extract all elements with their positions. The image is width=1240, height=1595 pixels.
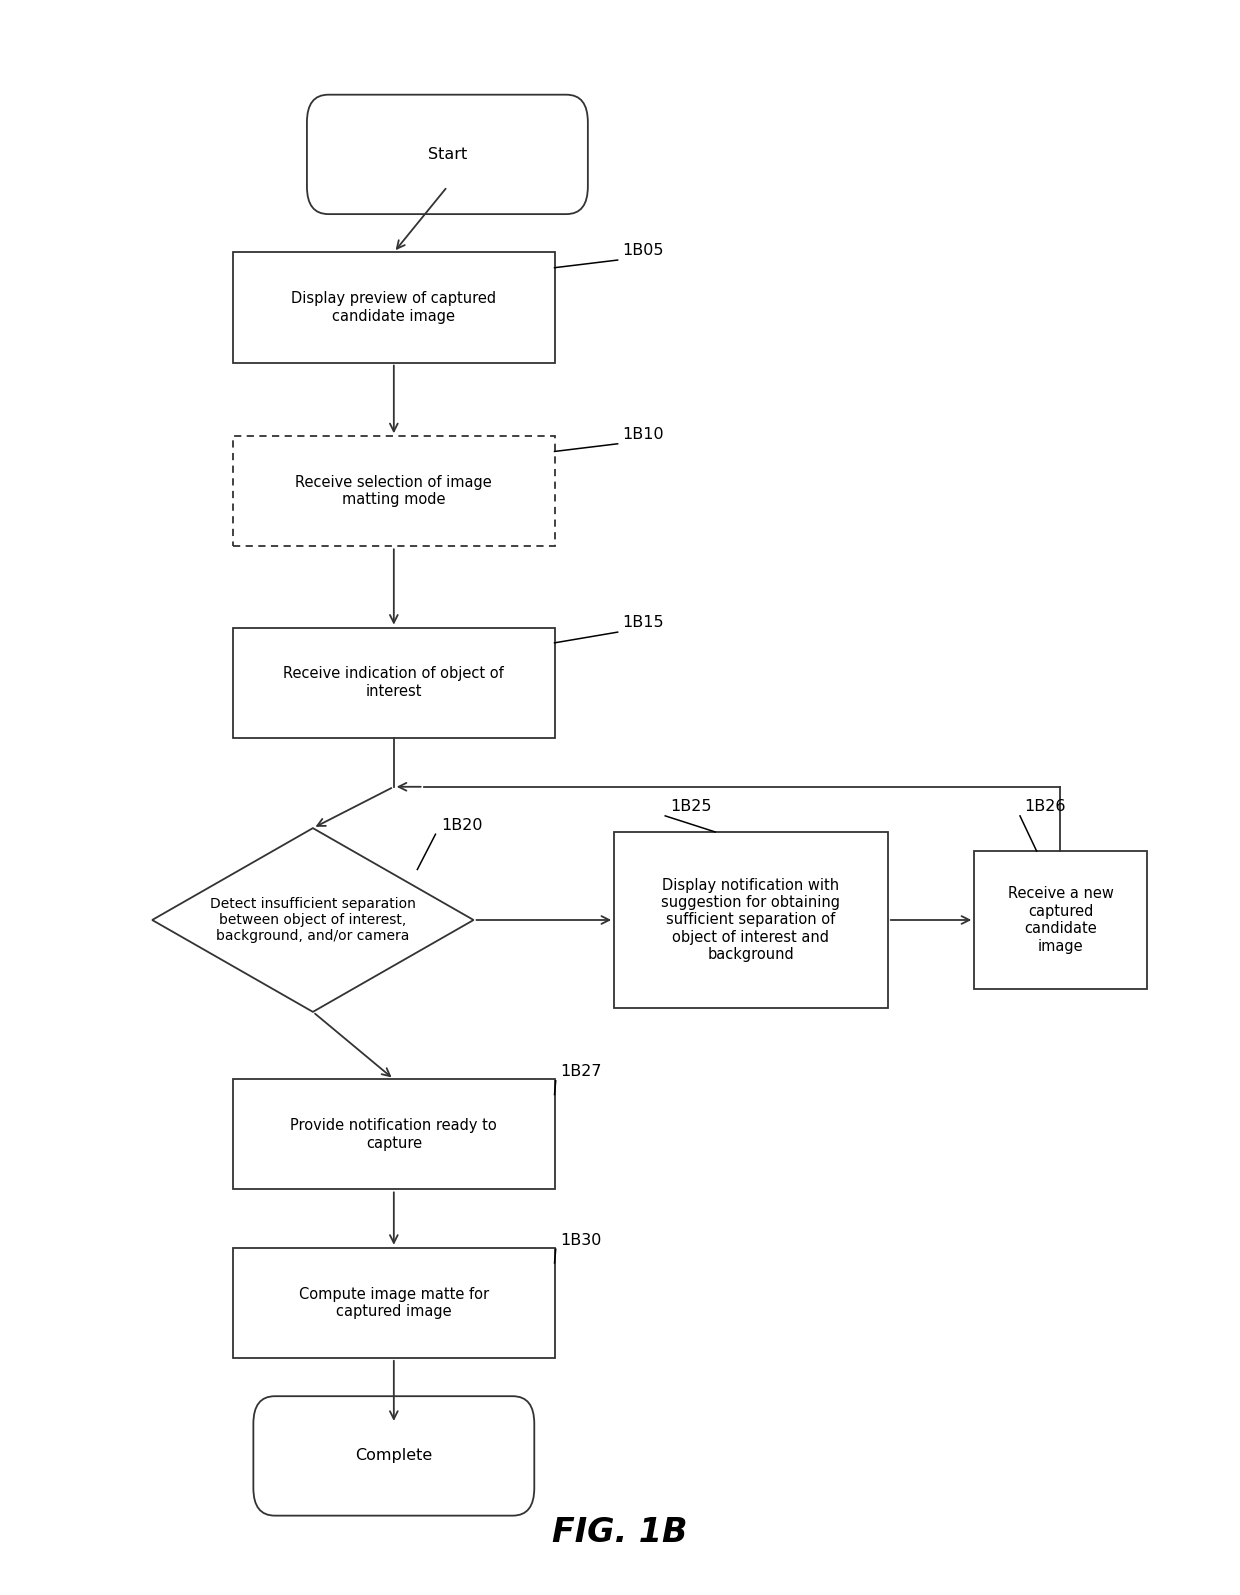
Text: Receive indication of object of
interest: Receive indication of object of interest (284, 667, 505, 699)
FancyBboxPatch shape (233, 627, 554, 738)
Text: 1B05: 1B05 (622, 244, 663, 258)
Text: 1B25: 1B25 (670, 799, 712, 813)
Text: Detect insufficient separation
between object of interest,
background, and/or ca: Detect insufficient separation between o… (210, 896, 415, 943)
FancyBboxPatch shape (975, 852, 1147, 989)
FancyBboxPatch shape (233, 1247, 554, 1357)
Text: 1B15: 1B15 (622, 616, 663, 630)
Text: 1B26: 1B26 (1024, 799, 1066, 813)
Text: Compute image matte for
captured image: Compute image matte for captured image (299, 1287, 489, 1319)
FancyBboxPatch shape (233, 435, 554, 547)
FancyBboxPatch shape (614, 833, 888, 1008)
Text: 1B20: 1B20 (441, 818, 482, 833)
Text: Receive selection of image
matting mode: Receive selection of image matting mode (295, 475, 492, 507)
Text: 1B30: 1B30 (560, 1233, 601, 1247)
Text: Complete: Complete (355, 1448, 433, 1464)
Text: Provide notification ready to
capture: Provide notification ready to capture (290, 1118, 497, 1150)
FancyBboxPatch shape (233, 252, 554, 362)
Text: Start: Start (428, 147, 467, 163)
FancyBboxPatch shape (233, 1080, 554, 1190)
Text: Display notification with
suggestion for obtaining
sufficient separation of
obje: Display notification with suggestion for… (661, 877, 841, 962)
Polygon shape (153, 828, 474, 1011)
Text: 1B27: 1B27 (560, 1064, 601, 1080)
FancyBboxPatch shape (308, 94, 588, 214)
Text: Receive a new
captured
candidate
image: Receive a new captured candidate image (1008, 887, 1114, 954)
Text: FIG. 1B: FIG. 1B (552, 1515, 688, 1549)
FancyBboxPatch shape (253, 1396, 534, 1515)
Text: Display preview of captured
candidate image: Display preview of captured candidate im… (291, 292, 496, 324)
Text: 1B10: 1B10 (622, 427, 663, 442)
